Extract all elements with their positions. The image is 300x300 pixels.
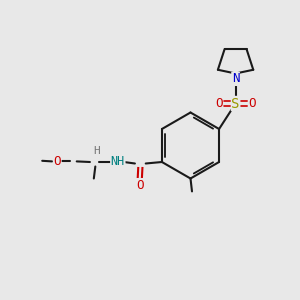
Text: O: O — [53, 155, 61, 168]
Text: O: O — [215, 97, 223, 110]
Text: O: O — [248, 97, 256, 110]
Text: N: N — [232, 72, 239, 86]
Text: S: S — [231, 97, 240, 110]
Text: NH: NH — [111, 155, 125, 169]
Text: H: H — [93, 146, 100, 156]
Text: O: O — [136, 178, 143, 192]
